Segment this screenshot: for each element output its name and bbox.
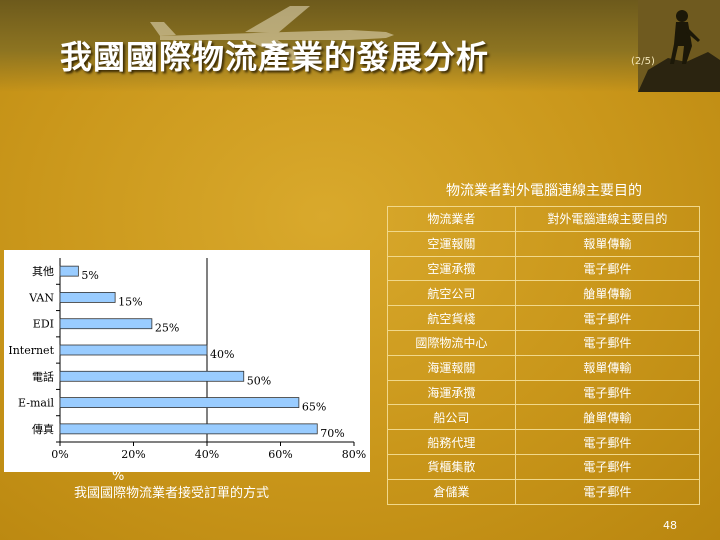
- table-row: 空運報關 報單傳輸: [387, 230, 701, 257]
- bar: [59, 292, 116, 303]
- table-cell: 船公司: [387, 404, 516, 431]
- slide-number: 48: [663, 519, 677, 532]
- bar: [59, 397, 300, 408]
- table-header-row: 物流業者 對外電腦連線主要目的: [387, 206, 701, 232]
- table-cell: 電子郵件: [514, 453, 701, 480]
- bar: [59, 423, 318, 435]
- table-title: 物流業者對外電腦連線主要目的: [446, 183, 642, 199]
- category-label: VAN: [28, 291, 54, 304]
- table-row: 航空公司 艙單傳輸: [387, 280, 701, 307]
- table-cell: 電子郵件: [514, 429, 701, 455]
- chart-stray-label: %: [112, 469, 125, 484]
- table-cell: 空運報關: [387, 230, 516, 257]
- table-cell: 國際物流中心: [387, 329, 516, 356]
- table-cell: 貨櫃集散: [387, 453, 516, 480]
- bar: [59, 370, 245, 382]
- purpose-table: 物流業者 對外電腦連線主要目的 空運報關 報單傳輸 空運承攬 電子郵件 航空公司 艙單傳輸 航空…: [387, 206, 701, 505]
- table-cell: 報單傳輸: [514, 230, 701, 257]
- bar: [59, 318, 153, 330]
- table-cell: 空運承攬: [387, 255, 516, 282]
- table-cell: 倉儲業: [387, 478, 516, 505]
- climber-photo: [638, 0, 720, 92]
- x-tick-label: 0%: [51, 448, 68, 461]
- table-row: 海運報關 報單傳輸: [387, 354, 701, 381]
- table-row: 倉儲業 電子郵件: [387, 478, 701, 505]
- x-tick-label: 80%: [342, 448, 366, 461]
- table-row: 船公司 艙單傳輸: [387, 404, 701, 431]
- category-label: 其他: [32, 265, 54, 278]
- table-cell: 電子郵件: [514, 305, 701, 331]
- category-label: 傳真: [32, 422, 54, 436]
- table-row: 航空貨棧 電子郵件: [387, 305, 701, 331]
- table-row: 國際物流中心 電子郵件: [387, 329, 701, 356]
- category-label: EDI: [33, 318, 54, 331]
- x-tick-label: 20%: [121, 448, 145, 461]
- data-label: 50%: [247, 374, 271, 387]
- data-label: 15%: [118, 295, 142, 308]
- table-cell: 艙單傳輸: [514, 280, 701, 307]
- table-cell: 航空貨棧: [387, 305, 516, 331]
- chart-caption: 我國國際物流業者接受訂單的方式: [74, 486, 270, 501]
- page-indicator: (2/5): [631, 56, 655, 67]
- category-label: E-mail: [18, 397, 54, 410]
- table-cell: 電子郵件: [514, 255, 701, 282]
- table-row: 海運承攬 電子郵件: [387, 379, 701, 406]
- bar: [59, 265, 79, 277]
- table-cell: 電子郵件: [514, 379, 701, 406]
- table-cell: 艙單傳輸: [514, 404, 701, 431]
- data-label: 40%: [210, 348, 234, 361]
- table-cell: 船務代理: [387, 429, 516, 455]
- table-cell: 航空公司: [387, 280, 516, 307]
- x-tick-label: 40%: [195, 448, 219, 461]
- table-header-cell: 物流業者: [387, 206, 516, 232]
- table-row: 船務代理 電子郵件: [387, 429, 701, 455]
- table-cell: 海運報關: [387, 354, 516, 381]
- order-method-chart: 其他 5% VAN 15% EDI 25% Internet 40% 電話 50% E-mail 65…: [4, 250, 370, 472]
- data-label: 5%: [81, 269, 98, 282]
- table-header-cell: 對外電腦連線主要目的: [514, 206, 701, 232]
- chart-canvas: 其他 5% VAN 15% EDI 25% Internet 40% 電話 50% E-mail 65…: [8, 258, 366, 461]
- header-band: [0, 0, 720, 92]
- slide-title: 我國國際物流產業的發展分析: [60, 38, 490, 76]
- table-row: 貨櫃集散 電子郵件: [387, 453, 701, 480]
- x-tick-label: 60%: [268, 448, 292, 461]
- table-cell: 電子郵件: [514, 329, 701, 356]
- bar: [59, 344, 208, 356]
- data-label: 70%: [320, 427, 344, 440]
- table-row: 空運承攬 電子郵件: [387, 255, 701, 282]
- table-cell: 海運承攬: [387, 379, 516, 406]
- category-label: 電話: [32, 369, 54, 383]
- category-label: Internet: [8, 344, 54, 357]
- airplane-icon: [150, 6, 394, 60]
- table-cell: 報單傳輸: [514, 354, 701, 381]
- table-cell: 電子郵件: [514, 478, 701, 505]
- data-label: 25%: [155, 322, 179, 335]
- data-label: 65%: [302, 401, 326, 414]
